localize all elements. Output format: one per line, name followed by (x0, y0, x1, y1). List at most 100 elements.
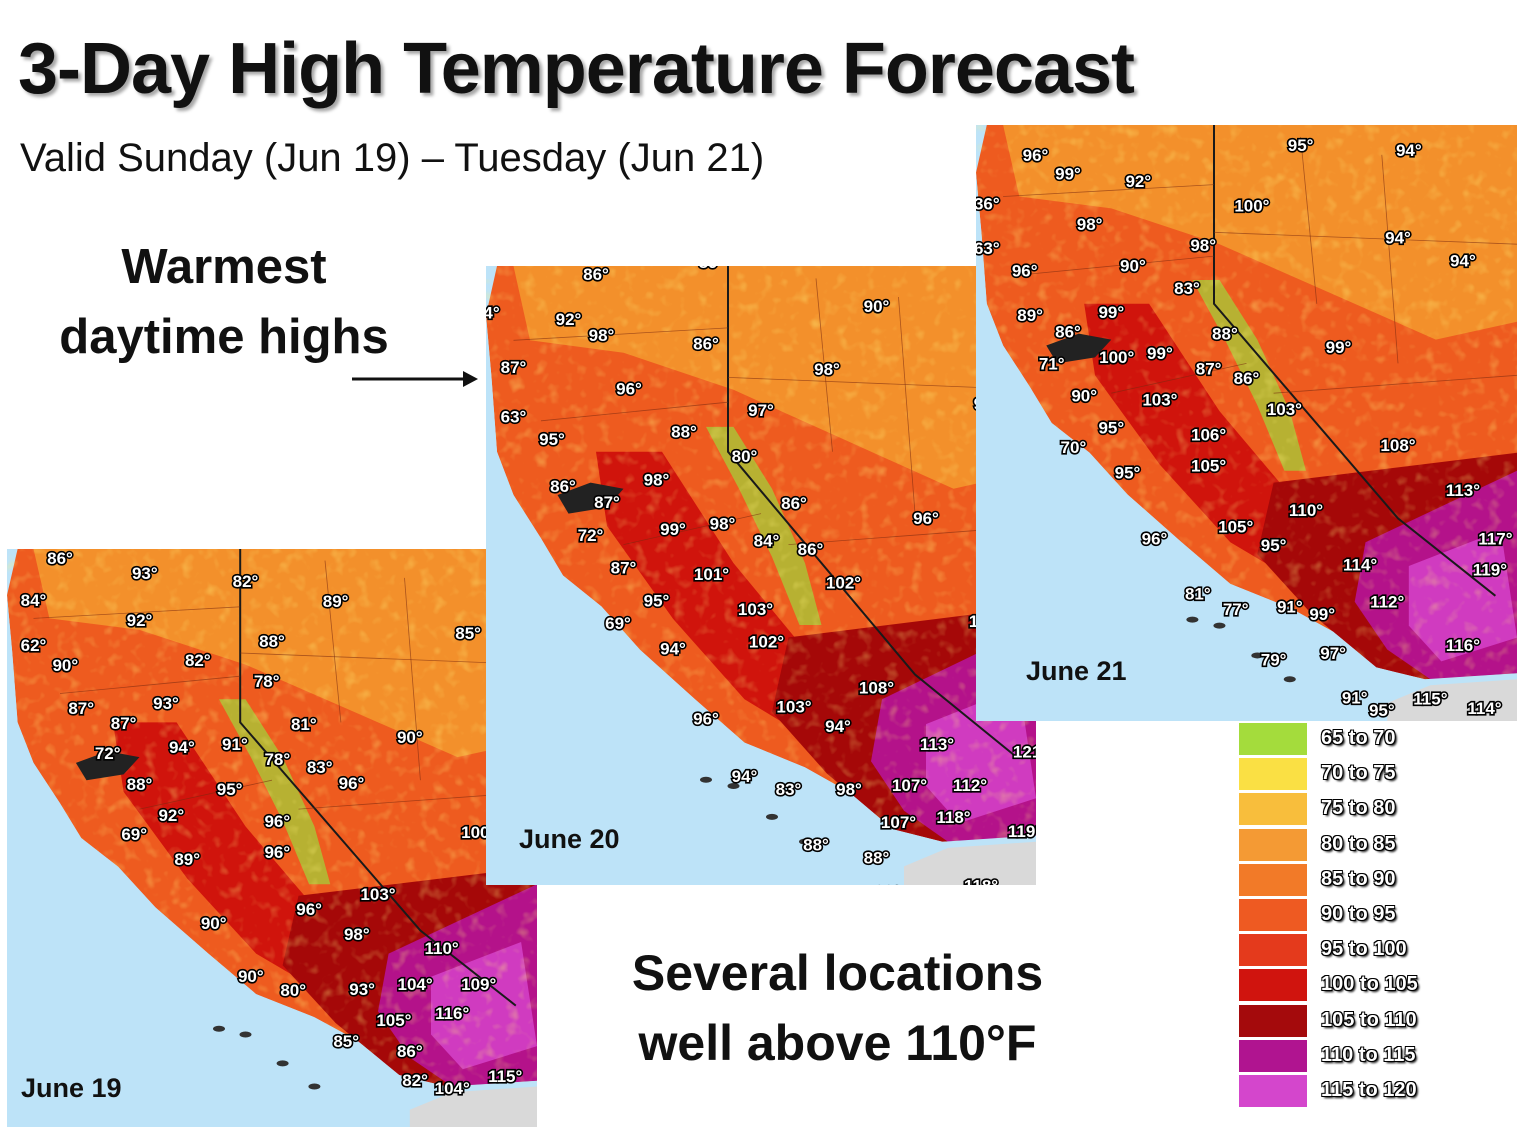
legend-label: 90 to 95 (1321, 902, 1396, 925)
city-temperature: 102° (749, 632, 784, 651)
county-line (898, 296, 916, 514)
city-temperature: 103° (738, 600, 773, 619)
city-temperature: 104° (398, 975, 433, 994)
city-temperature: 36° (976, 195, 1000, 214)
legend-row: 85 to 90 (1238, 862, 1438, 898)
city-temperature: 115° (1413, 690, 1447, 709)
legend-swatch (1238, 1003, 1308, 1038)
island (1251, 652, 1264, 659)
county-line (623, 513, 762, 545)
city-temperature: 83° (776, 780, 802, 799)
city-temperature: 91° (1277, 598, 1303, 617)
island (276, 1060, 289, 1067)
city-temperature: 95° (1288, 136, 1314, 155)
city-temperature: 98° (1077, 215, 1103, 234)
city-temperature: 90° (1071, 386, 1097, 405)
city-temperature: 92° (556, 310, 582, 329)
city-temperature: 99° (1326, 338, 1352, 357)
city-temperature: 89° (1017, 306, 1043, 325)
legend-swatch (1238, 792, 1308, 827)
city-temperature: 90° (397, 728, 423, 747)
city-temperature: 94° (660, 640, 686, 659)
legend-row: 115 to 120 (1238, 1073, 1438, 1109)
city-temperature: 78° (264, 750, 290, 769)
city-temperature: 69° (605, 614, 631, 633)
sf-bay (1046, 333, 1112, 364)
legend-swatch (1238, 1038, 1308, 1073)
map-june-21: 96° 95° 94° 99° 92° 36° 100° 98° 94° 63° 98° 94° 96°… (976, 125, 1517, 721)
city-temperature: 89° (174, 850, 200, 869)
city-temperature: 110° (424, 939, 458, 958)
city-temperature: 99° (660, 520, 686, 539)
city-temperature: 95° (644, 592, 670, 611)
city-temperature: 95° (539, 430, 565, 449)
city-temperature: 96° (264, 812, 290, 831)
city-temperature: 103° (776, 698, 811, 717)
city-temperature: 86° (781, 494, 807, 513)
ocean-coast (486, 315, 1036, 885)
city-temperature: 93° (153, 694, 179, 713)
legend-row: 105 to 110 (1238, 1003, 1438, 1039)
legend-label: 95 to 100 (1321, 938, 1407, 961)
city-temperature: 95° (217, 780, 243, 799)
city-temperature: 95° (1369, 701, 1395, 720)
city-temperature: 81° (1185, 584, 1211, 603)
city-temperature: 87° (501, 358, 527, 377)
city-temperature: 98° (814, 360, 840, 379)
city-temperature: 100° (1234, 197, 1269, 216)
legend-label: 100 to 105 (1321, 973, 1418, 996)
city-temperature: 84° (21, 591, 47, 610)
city-temperature: 92° (127, 611, 153, 630)
island (308, 1083, 321, 1090)
legend-row: 75 to 80 (1238, 792, 1438, 827)
city-temperature: 85° (333, 1032, 359, 1051)
map-june-20-canvas: 86°89°92°98°86°90°90°4°87°98°96°63°97°91… (486, 266, 1036, 885)
city-temperature: 99° (1098, 303, 1124, 322)
city-temperature: 95° (1115, 464, 1141, 483)
city-temperature: 77° (1223, 600, 1249, 619)
city-temperature: 88° (864, 849, 890, 868)
city-temperature: 4° (486, 304, 500, 323)
legend-label: 75 to 80 (1321, 797, 1396, 820)
city-temperature: 97° (748, 401, 774, 420)
city-temperature: 87° (1196, 360, 1222, 379)
city-temperature: 87° (68, 699, 94, 718)
legend-swatch (1238, 722, 1308, 756)
city-temperature: 121° (1013, 743, 1036, 762)
city-temperature: 109° (461, 975, 496, 994)
city-temperature: 91° (1342, 689, 1368, 708)
city-temperature: 88° (671, 422, 697, 441)
callout-several: Several locations well above 110°F (600, 938, 1075, 1078)
city-temperature: 83° (1174, 279, 1200, 298)
city-temperature: 96° (339, 774, 365, 793)
city-temperature: 92° (1125, 172, 1151, 191)
page-subtitle: Valid Sunday (Jun 19) – Tuesday (Jun 21) (20, 136, 765, 180)
city-temperature: 96° (264, 843, 290, 862)
legend-row: 70 to 75 (1238, 757, 1438, 792)
city-temperature: 119° (1008, 822, 1036, 841)
page-title: 3-Day High Temperature Forecast (18, 29, 1135, 109)
city-temperature: 96° (1023, 146, 1049, 165)
city-temperature: 113° (1446, 481, 1480, 500)
city-temperature: 88° (1212, 325, 1238, 344)
ca-nv-border (1213, 125, 1497, 597)
county-line (1273, 374, 1517, 394)
city-temperature: 103° (360, 885, 395, 904)
legend-row: 65 to 70 (1238, 722, 1438, 757)
city-temperature: 96° (913, 509, 939, 528)
legend-row: 95 to 100 (1238, 933, 1438, 968)
callout-warmest: Warmest daytime highs (40, 232, 408, 372)
city-temperature: 91° (222, 735, 248, 754)
city-temperature: 88° (259, 632, 285, 651)
city-temperature: 99° (1309, 605, 1335, 624)
city-temperature: 86° (550, 477, 576, 496)
legend-label: 85 to 90 (1321, 867, 1396, 890)
city-temperature: 103° (1267, 400, 1302, 419)
callout-several-line1: Several locations (631, 945, 1044, 1001)
city-temperature: 87° (611, 558, 637, 577)
map-june-19-label: June 19 (21, 1073, 122, 1103)
county-line (1003, 184, 1215, 197)
city-temperature: 71° (1039, 354, 1065, 373)
city-temperature: 98° (644, 471, 670, 490)
island (766, 813, 778, 820)
